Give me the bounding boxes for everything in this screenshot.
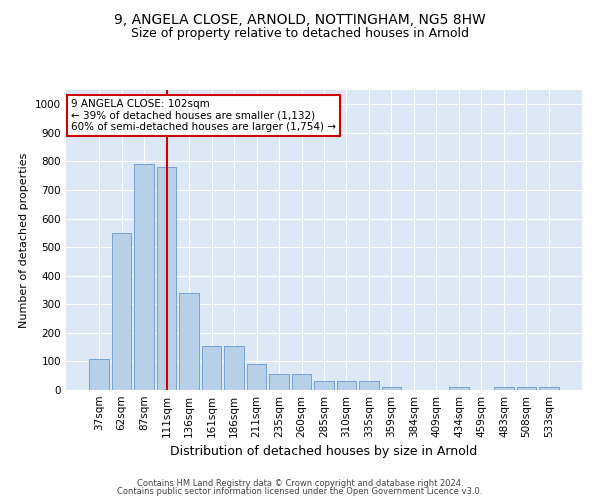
Bar: [359, 382, 379, 390]
Bar: [134, 164, 154, 390]
Bar: [269, 374, 289, 390]
Bar: [539, 387, 559, 390]
Bar: [382, 387, 401, 390]
Text: Contains public sector information licensed under the Open Government Licence v3: Contains public sector information licen…: [118, 487, 482, 496]
Bar: [89, 358, 109, 390]
Bar: [157, 167, 176, 390]
Y-axis label: Number of detached properties: Number of detached properties: [19, 152, 29, 328]
Bar: [179, 293, 199, 390]
Bar: [112, 233, 131, 390]
X-axis label: Distribution of detached houses by size in Arnold: Distribution of detached houses by size …: [170, 446, 478, 458]
Bar: [314, 382, 334, 390]
Bar: [247, 364, 266, 390]
Text: 9, ANGELA CLOSE, ARNOLD, NOTTINGHAM, NG5 8HW: 9, ANGELA CLOSE, ARNOLD, NOTTINGHAM, NG5…: [114, 12, 486, 26]
Bar: [494, 387, 514, 390]
Bar: [292, 374, 311, 390]
Text: Size of property relative to detached houses in Arnold: Size of property relative to detached ho…: [131, 28, 469, 40]
Bar: [224, 346, 244, 390]
Bar: [202, 346, 221, 390]
Text: 9 ANGELA CLOSE: 102sqm
← 39% of detached houses are smaller (1,132)
60% of semi-: 9 ANGELA CLOSE: 102sqm ← 39% of detached…: [71, 99, 336, 132]
Text: Contains HM Land Registry data © Crown copyright and database right 2024.: Contains HM Land Registry data © Crown c…: [137, 478, 463, 488]
Bar: [517, 387, 536, 390]
Bar: [449, 387, 469, 390]
Bar: [337, 382, 356, 390]
